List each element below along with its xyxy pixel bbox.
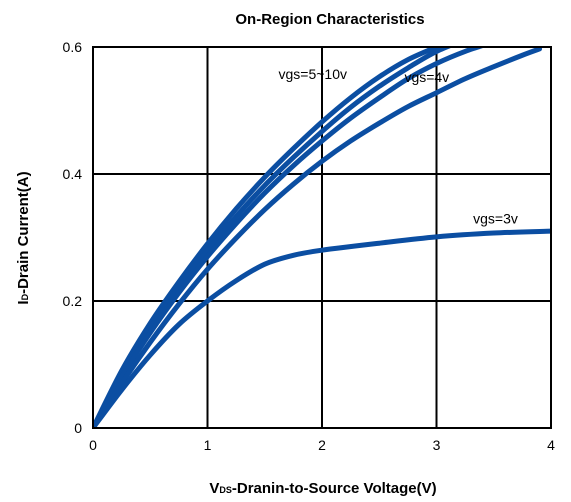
grid bbox=[92, 46, 552, 429]
y-axis-label-sub: D bbox=[20, 293, 30, 300]
series-line-4 bbox=[93, 228, 551, 428]
x-tick-label-0: 0 bbox=[89, 437, 97, 453]
series-line-0 bbox=[93, 46, 446, 428]
series-line-3 bbox=[93, 46, 543, 428]
x-tick-label-1: 1 bbox=[204, 437, 212, 453]
annotation-1: vgs=4v bbox=[404, 69, 449, 85]
y-tick-label-0: 0 bbox=[74, 420, 82, 436]
y-axis-label-main: I bbox=[15, 300, 32, 304]
x-tick-label-3: 3 bbox=[433, 437, 441, 453]
annotation-2: vgs=3v bbox=[473, 211, 518, 227]
x-tick-labels: 0 1 2 3 4 bbox=[89, 437, 555, 453]
x-axis-label-rest: -Dranin-to-Source Voltage(V) bbox=[232, 480, 437, 497]
x-tick-label-2: 2 bbox=[318, 437, 326, 453]
y-axis-label-rest: -Drain Current(A) bbox=[15, 171, 32, 294]
series-line-1 bbox=[93, 46, 456, 428]
annotations: vgs=5~10v vgs=4v vgs=3v bbox=[278, 66, 517, 227]
y-tick-label-3: 0.6 bbox=[63, 39, 83, 55]
annotation-0: vgs=5~10v bbox=[278, 66, 347, 82]
y-tick-label-2: 0.4 bbox=[63, 166, 83, 182]
x-axis-label-sub: DS bbox=[219, 485, 232, 495]
plot-frame bbox=[92, 46, 552, 429]
chart-title: On-Region Characteristics bbox=[235, 11, 424, 28]
y-tick-labels: 0 0.2 0.4 0.6 bbox=[63, 39, 83, 436]
x-axis-label: VDS-Dranin-to-Source Voltage(V) bbox=[209, 480, 436, 497]
x-axis-label-main: V bbox=[209, 480, 219, 497]
y-axis-label: ID-Drain Current(A) bbox=[15, 171, 32, 304]
series-group bbox=[93, 46, 551, 428]
series-line-2 bbox=[93, 46, 490, 428]
x-tick-label-4: 4 bbox=[547, 437, 555, 453]
y-tick-label-1: 0.2 bbox=[63, 293, 83, 309]
